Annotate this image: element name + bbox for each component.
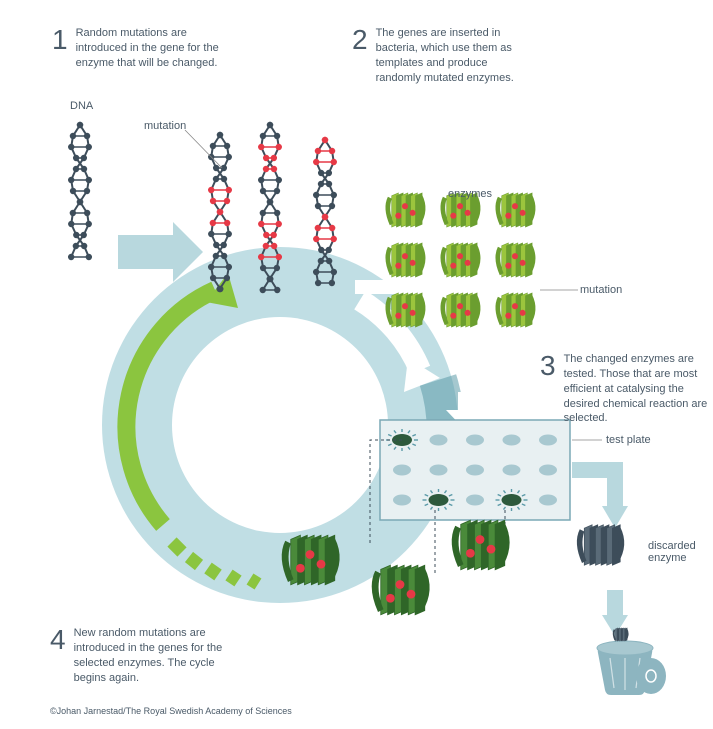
step-2-text: The genes are inserted in bacteria, whic… [376, 26, 526, 85]
step-4-text: New random mutations are introduced in t… [74, 626, 244, 685]
discarded-enzyme [577, 525, 624, 566]
step-2-number: 2 [352, 26, 368, 54]
step-2: 2 The genes are inserted in bacteria, wh… [352, 26, 526, 85]
dna-original [68, 122, 92, 260]
step-3-text: The changed enzymes are tested. Those th… [564, 352, 713, 426]
dna-mutated-group [208, 122, 337, 293]
step-4: 4 New random mutations are introduced in… [50, 626, 244, 685]
label-line-mutation-dna [185, 130, 222, 168]
credit-text: ©Johan Jarnestad/The Royal Swedish Acade… [50, 706, 292, 716]
label-mutation-dna: mutation [144, 120, 186, 132]
label-enzymes: enzymes [448, 188, 492, 200]
step-1-text: Random mutations are introduced in the g… [76, 26, 226, 71]
label-mutation-enz: mutation [580, 284, 622, 296]
step-3: 3 The changed enzymes are tested. Those … [540, 352, 713, 426]
step-4-number: 4 [50, 626, 66, 654]
label-discarded: discarded enzyme [648, 540, 698, 564]
step-1-number: 1 [52, 26, 68, 54]
trash-bin [597, 628, 666, 695]
test-plate [380, 420, 570, 520]
label-test-plate: test plate [606, 434, 651, 446]
arrow-to-discard [572, 470, 628, 528]
enzymes-grid [385, 193, 535, 327]
step-1: 1 Random mutations are introduced in the… [52, 26, 226, 71]
step-3-number: 3 [540, 352, 556, 380]
label-dna: DNA [70, 100, 93, 112]
